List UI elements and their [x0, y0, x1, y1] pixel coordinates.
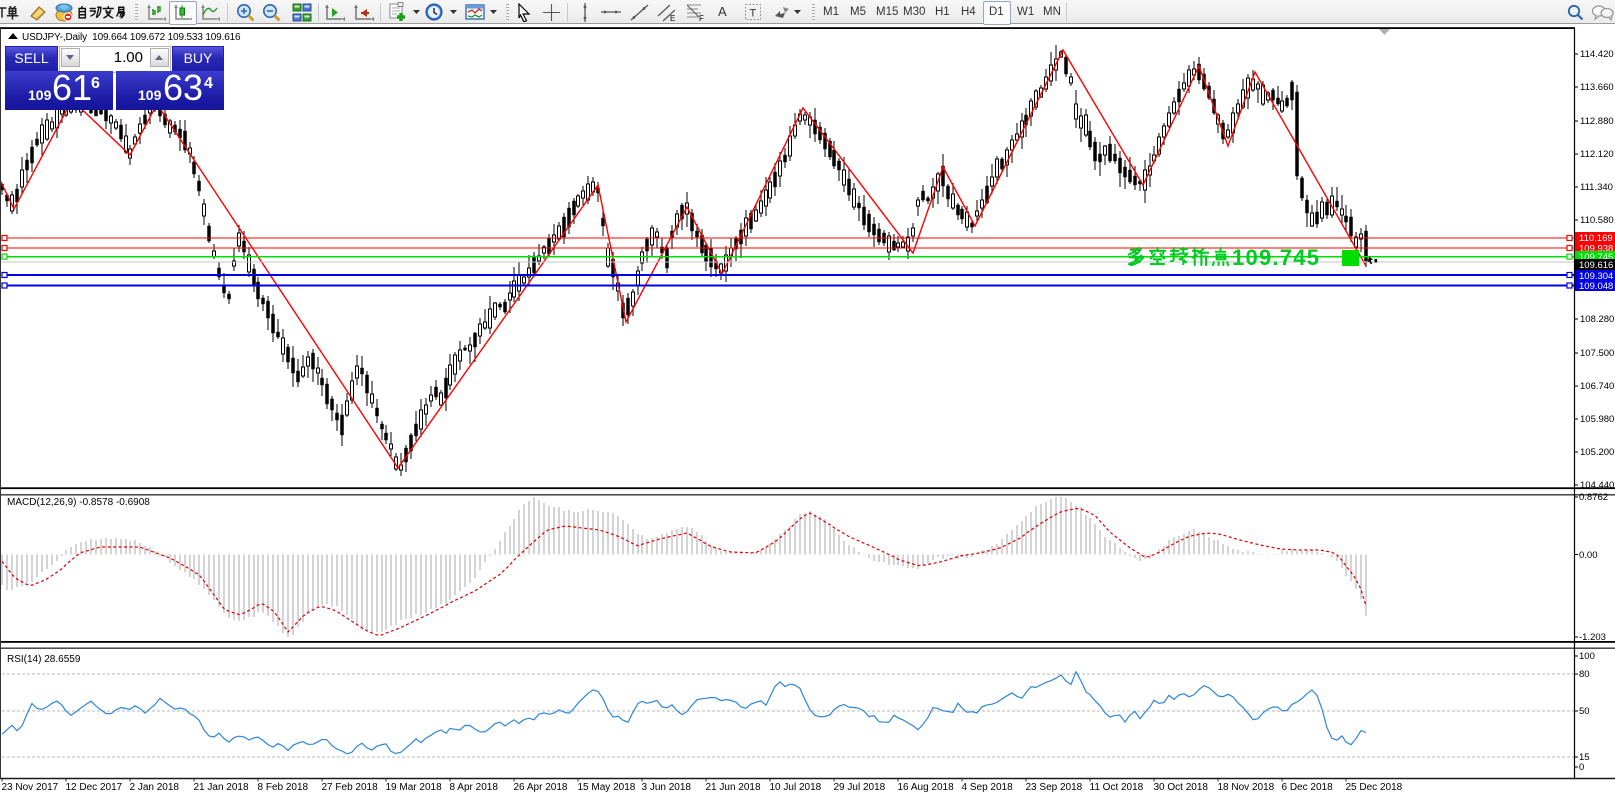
- svg-text:100: 100: [1579, 651, 1595, 662]
- svg-text:111.340: 111.340: [1580, 182, 1613, 193]
- svg-text:110.169: 110.169: [1579, 233, 1613, 244]
- svg-text:E: E: [670, 14, 675, 22]
- svg-text:21 Jun 2018: 21 Jun 2018: [706, 782, 761, 793]
- svg-text:104.440: 104.440: [1580, 480, 1614, 491]
- svg-text:80: 80: [1579, 669, 1590, 680]
- svg-text:10 Jul 2018: 10 Jul 2018: [770, 782, 822, 793]
- svg-text:-1.203: -1.203: [1579, 632, 1606, 643]
- svg-text:F: F: [699, 14, 704, 22]
- svg-text:108.280: 108.280: [1580, 314, 1614, 325]
- svg-text:16 Aug 2018: 16 Aug 2018: [898, 782, 955, 793]
- svg-text:50: 50: [1579, 706, 1590, 717]
- svg-text:27 Feb 2018: 27 Feb 2018: [322, 782, 379, 793]
- svg-text:109.048: 109.048: [1579, 281, 1613, 292]
- svg-text:18 Nov 2018: 18 Nov 2018: [1218, 782, 1275, 793]
- svg-text:USDJPY-,Daily 109.664 109.672: USDJPY-,Daily 109.664 109.672 109.533 10…: [22, 32, 241, 43]
- svg-text:12 Dec 2017: 12 Dec 2017: [66, 782, 123, 793]
- svg-text:11 Oct 2018: 11 Oct 2018: [1090, 782, 1144, 793]
- svg-text:0.8762: 0.8762: [1579, 492, 1608, 503]
- svg-text:26 Apr 2018: 26 Apr 2018: [514, 782, 568, 793]
- svg-text:109.938: 109.938: [1579, 243, 1613, 254]
- svg-text:112.120: 112.120: [1580, 149, 1614, 160]
- svg-text:30 Oct 2018: 30 Oct 2018: [1154, 782, 1209, 793]
- svg-text:8 Feb 2018: 8 Feb 2018: [258, 782, 309, 793]
- svg-text:109.616: 109.616: [1579, 260, 1613, 271]
- svg-text:2 Jan 2018: 2 Jan 2018: [130, 782, 180, 793]
- svg-text:29 Jul 2018: 29 Jul 2018: [834, 782, 886, 793]
- svg-text:105.200: 105.200: [1580, 447, 1614, 458]
- svg-text:0: 0: [1579, 762, 1584, 773]
- svg-text:23 Sep 2018: 23 Sep 2018: [1026, 782, 1083, 793]
- svg-text:110.580: 110.580: [1580, 215, 1614, 226]
- svg-text:15: 15: [1579, 752, 1590, 763]
- svg-text:106.740: 106.740: [1580, 381, 1614, 392]
- svg-text:114.420: 114.420: [1580, 49, 1614, 60]
- svg-text:109.304: 109.304: [1579, 271, 1613, 282]
- svg-text:0.00: 0.00: [1579, 550, 1598, 561]
- svg-text:25 Dec 2018: 25 Dec 2018: [1346, 782, 1403, 793]
- svg-text:T: T: [750, 8, 757, 20]
- svg-text:109.745: 109.745: [1579, 252, 1613, 263]
- svg-text:107.500: 107.500: [1580, 348, 1614, 359]
- svg-text:6 Dec 2018: 6 Dec 2018: [1282, 782, 1334, 793]
- svg-text:23 Nov 2017: 23 Nov 2017: [2, 782, 59, 793]
- svg-text:15 May 2018: 15 May 2018: [578, 782, 636, 793]
- svg-text:RSI(14) 28.6559: RSI(14) 28.6559: [7, 654, 81, 665]
- svg-text:19 Mar 2018: 19 Mar 2018: [386, 782, 443, 793]
- svg-text:3 Jun 2018: 3 Jun 2018: [642, 782, 692, 793]
- svg-text:112.880: 112.880: [1580, 116, 1614, 127]
- svg-text:21 Jan 2018: 21 Jan 2018: [194, 782, 249, 793]
- svg-text:8 Apr 2018: 8 Apr 2018: [450, 782, 499, 793]
- svg-text:113.660: 113.660: [1580, 82, 1614, 93]
- svg-text:4 Sep 2018: 4 Sep 2018: [962, 782, 1014, 793]
- svg-text:MACD(12,26,9) -0.8578 -0.6908: MACD(12,26,9) -0.8578 -0.6908: [7, 497, 150, 508]
- svg-text:105.980: 105.980: [1580, 414, 1614, 425]
